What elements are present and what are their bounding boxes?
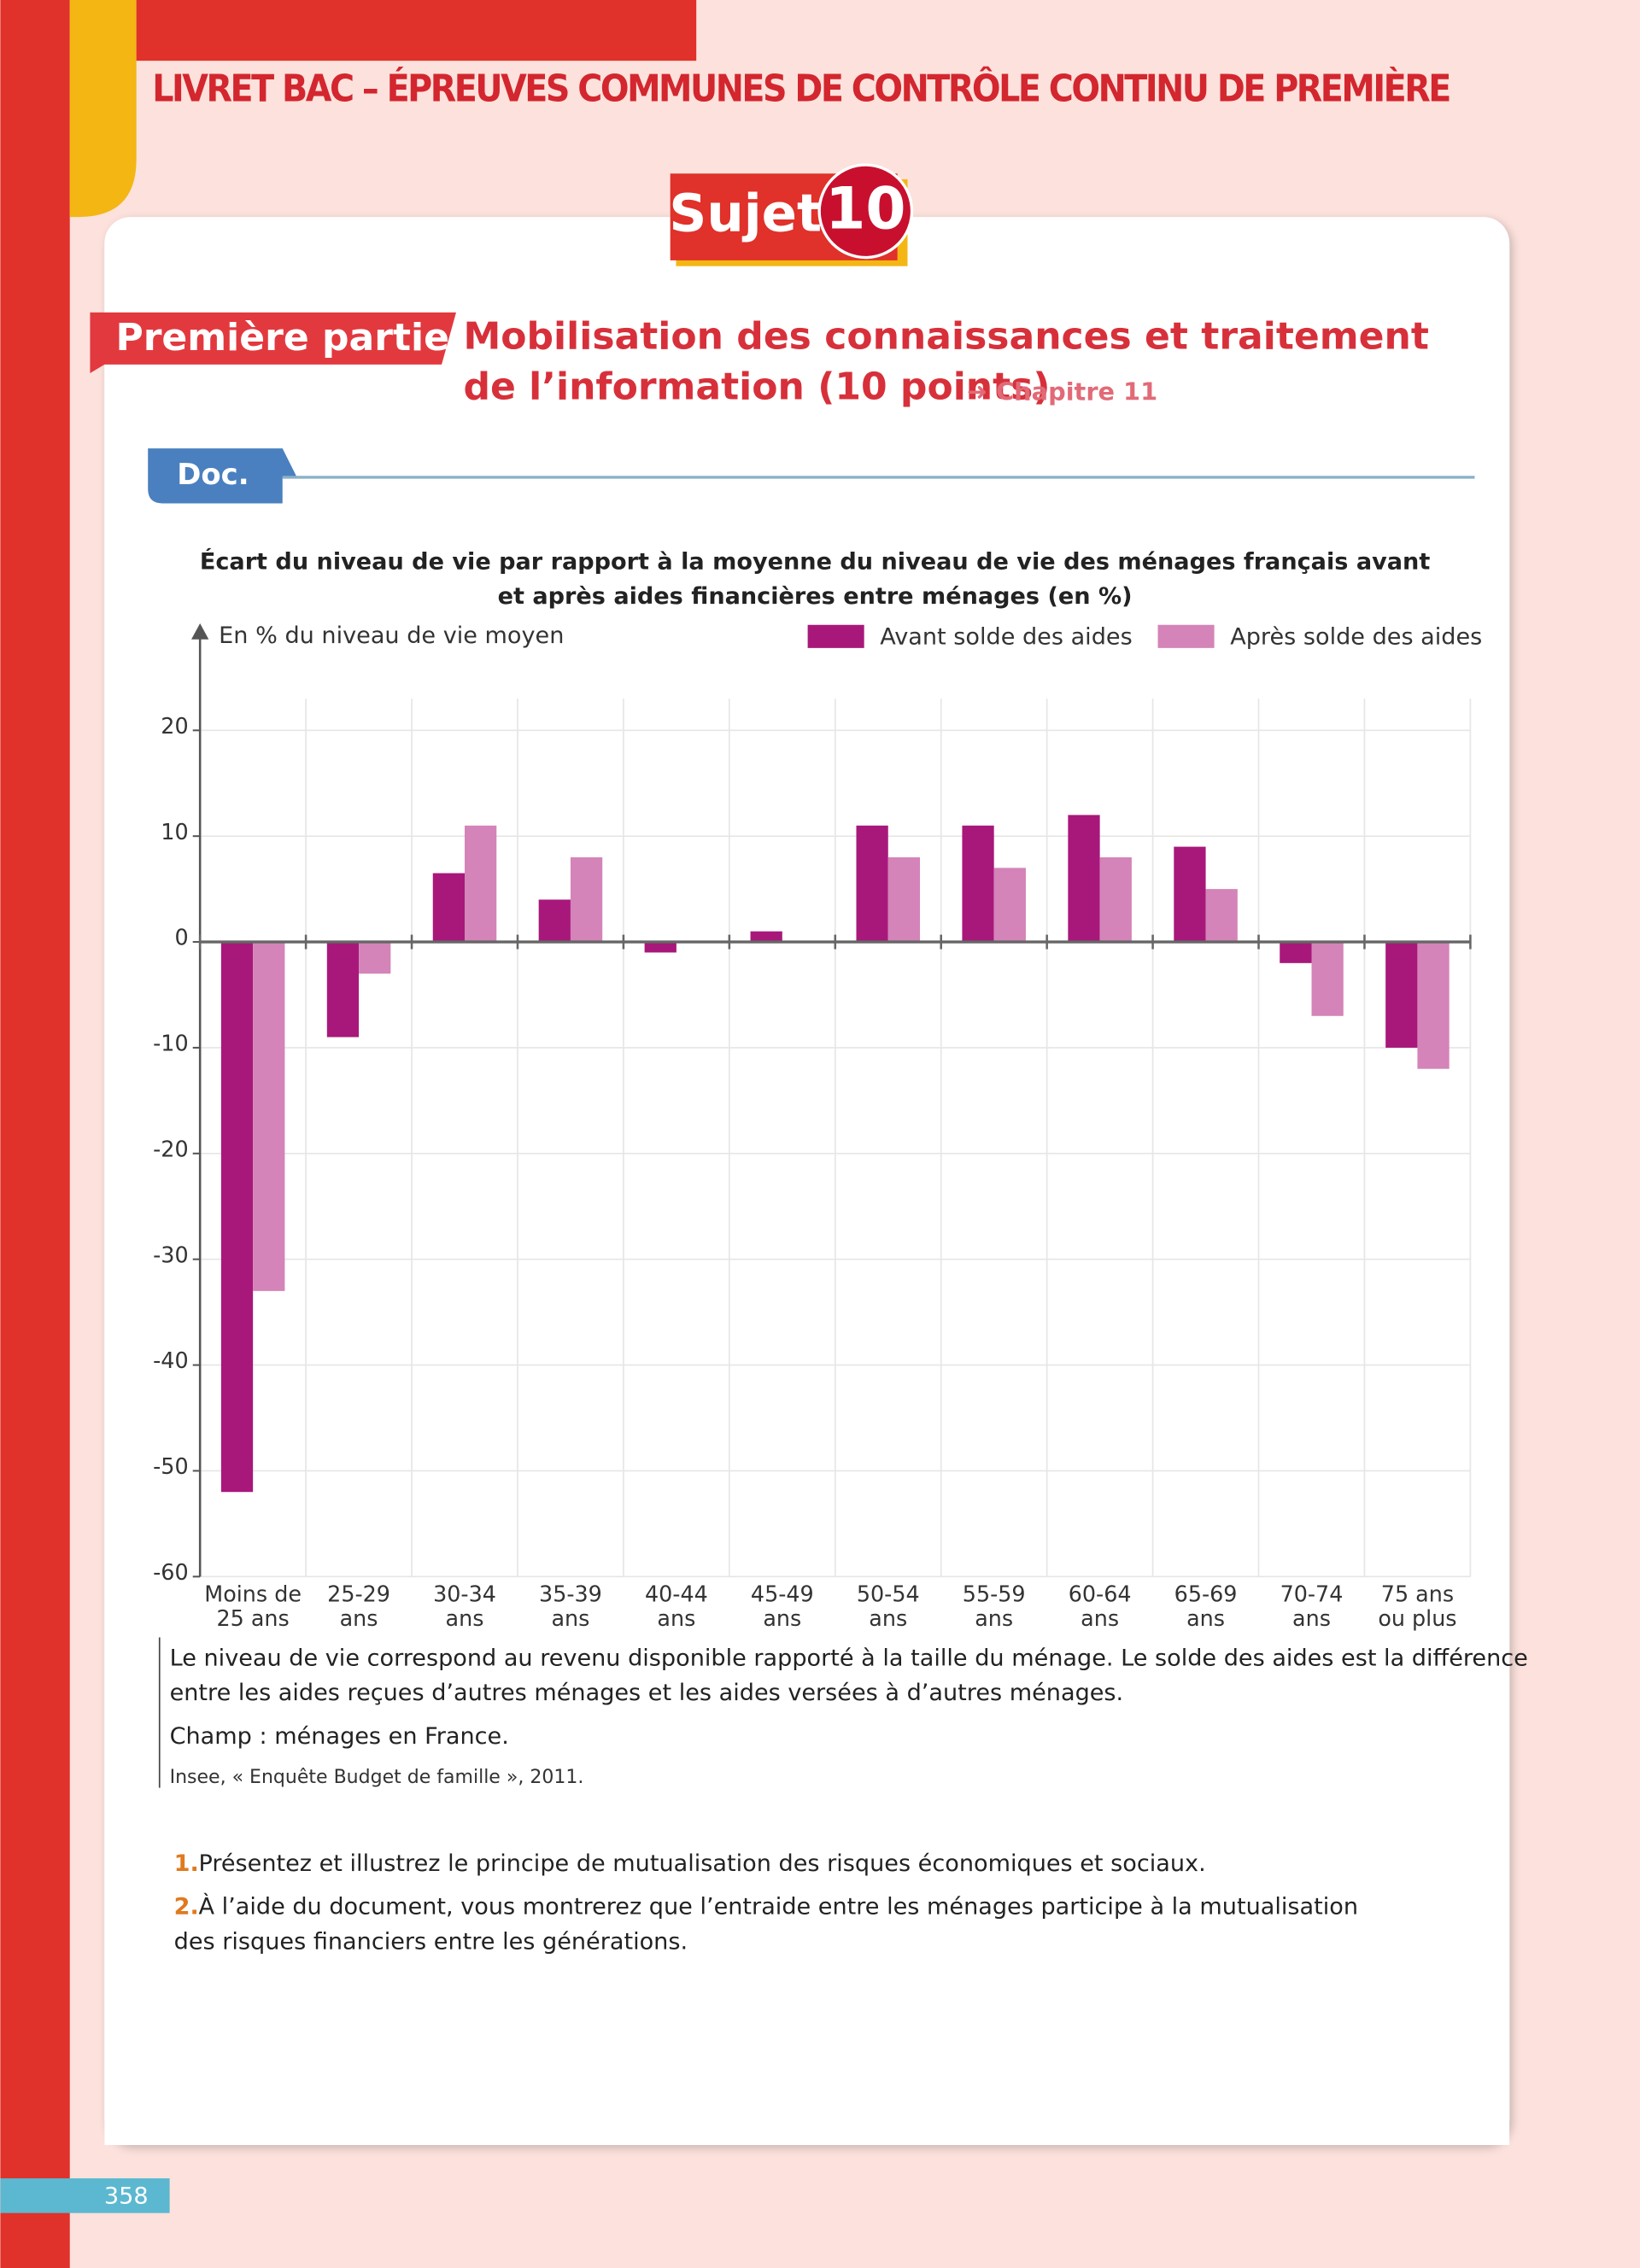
chart-title: Écart du niveau de vie par rapport à la … xyxy=(200,547,1430,575)
chart-title: et après aides financières entre ménages… xyxy=(498,583,1133,610)
y-tick-label: -20 xyxy=(153,1136,188,1161)
x-tick-label: 60-64 xyxy=(1069,1581,1132,1606)
y-tick-label: -60 xyxy=(153,1559,188,1585)
bar xyxy=(993,868,1026,943)
x-tick-label: ans xyxy=(340,1605,378,1631)
y-tick-label: 10 xyxy=(161,819,188,845)
questions: 1. Présentez et illustrez le principe de … xyxy=(174,1850,1358,1955)
bar xyxy=(1099,856,1132,943)
x-tick-label: 75 ans xyxy=(1381,1581,1454,1606)
legend-swatch xyxy=(807,624,864,648)
x-tick-label: 70-74 xyxy=(1280,1581,1344,1606)
bar xyxy=(1280,942,1312,963)
y-tick-label: 20 xyxy=(161,713,188,739)
chapter-ref: ➜ Chapitre 11 xyxy=(967,377,1157,406)
question-number: 1. xyxy=(174,1850,199,1877)
bar xyxy=(326,942,360,1038)
corner-deco xyxy=(69,0,137,218)
bar xyxy=(1311,942,1344,1016)
bar xyxy=(1385,942,1418,1048)
doc-tab xyxy=(148,448,297,504)
bar xyxy=(887,856,921,943)
x-tick-label: 25-29 xyxy=(327,1581,390,1606)
doc-label: Doc. xyxy=(177,458,249,491)
question-text: À l’aide du document, vous montrerez que… xyxy=(198,1893,1358,1920)
x-tick-label: 50-54 xyxy=(857,1581,920,1606)
y-tick-label: -30 xyxy=(153,1242,188,1267)
x-tick-label: 35-39 xyxy=(539,1581,602,1606)
bar xyxy=(465,825,497,943)
y-axis-arrow xyxy=(191,623,209,640)
legend-swatch xyxy=(1157,624,1215,648)
x-tick-label: 65-69 xyxy=(1174,1581,1238,1606)
page-number-box xyxy=(0,2177,170,2213)
bar xyxy=(220,942,254,1493)
legend-label: Avant solde des aides xyxy=(880,623,1132,650)
x-tick-label: 45-49 xyxy=(751,1581,814,1606)
question-text: des risques financiers entre les générat… xyxy=(174,1928,688,1955)
bar xyxy=(1068,815,1100,943)
x-tick-label: ans xyxy=(975,1605,1013,1631)
left-band xyxy=(0,0,70,2268)
x-tick-label: ans xyxy=(446,1605,484,1631)
x-tick-label: 40-44 xyxy=(645,1581,708,1606)
y-tick-label: -40 xyxy=(153,1347,188,1373)
y-axis-label: En % du niveau de vie moyen xyxy=(219,623,564,649)
section-title: de l’information (10 points) xyxy=(463,365,1050,409)
bar xyxy=(1417,942,1450,1069)
x-tick-label: ou plus xyxy=(1378,1605,1456,1631)
x-tick-label: ans xyxy=(1292,1605,1331,1631)
x-tick-label: ans xyxy=(1081,1605,1119,1631)
x-tick-label: Moins de xyxy=(204,1581,302,1606)
chart: Écart du niveau de vie par rapport à la … xyxy=(153,547,1482,1631)
source: Insee, « Enquête Budget de famille », 20… xyxy=(170,1767,584,1788)
y-tick-label: -10 xyxy=(153,1031,188,1056)
page-number: 358 xyxy=(104,2183,149,2209)
y-tick-label: -50 xyxy=(153,1453,188,1479)
y-tick-label: 0 xyxy=(174,925,188,950)
bar xyxy=(750,931,782,943)
field: Champ : ménages en France. xyxy=(170,1723,509,1750)
x-tick-label: ans xyxy=(1186,1605,1225,1631)
x-tick-label: 55-59 xyxy=(963,1581,1026,1606)
part-tab xyxy=(90,312,456,374)
bar xyxy=(1174,846,1206,943)
x-tick-label: ans xyxy=(657,1605,695,1631)
subject-number: 10 xyxy=(825,175,905,243)
note: Le niveau de vie correspond au revenu di… xyxy=(170,1645,1528,1671)
bar xyxy=(644,942,676,953)
header-title: LIVRET BAC – ÉPREUVES COMMUNES DE CONTRÔ… xyxy=(152,66,1451,111)
bar xyxy=(962,825,994,943)
x-tick-label: ans xyxy=(763,1605,801,1631)
bar xyxy=(570,856,603,943)
legend-label: Après solde des aides xyxy=(1230,623,1482,650)
subject-label: Sujet xyxy=(669,184,822,244)
bar xyxy=(359,942,391,974)
note: entre les aides reçues d’autres ménages … xyxy=(170,1680,1124,1706)
bar xyxy=(856,825,888,943)
x-tick-label: ans xyxy=(869,1605,907,1631)
x-tick-label: 30-34 xyxy=(433,1581,496,1606)
badge-circle xyxy=(817,163,914,260)
section-title: Mobilisation des connaissances et traite… xyxy=(463,314,1428,358)
top-band xyxy=(136,0,697,61)
x-tick-label: ans xyxy=(552,1605,590,1631)
bar xyxy=(1205,889,1238,943)
bar xyxy=(253,942,285,1291)
question-number: 2. xyxy=(174,1894,199,1920)
bar xyxy=(538,899,571,943)
bar xyxy=(432,873,466,943)
question-text: Présentez et illustrez le principe de mu… xyxy=(198,1850,1205,1877)
part-label: Première partie xyxy=(115,316,449,359)
x-tick-label: 25 ans xyxy=(217,1605,290,1631)
card-body xyxy=(104,243,1510,2146)
